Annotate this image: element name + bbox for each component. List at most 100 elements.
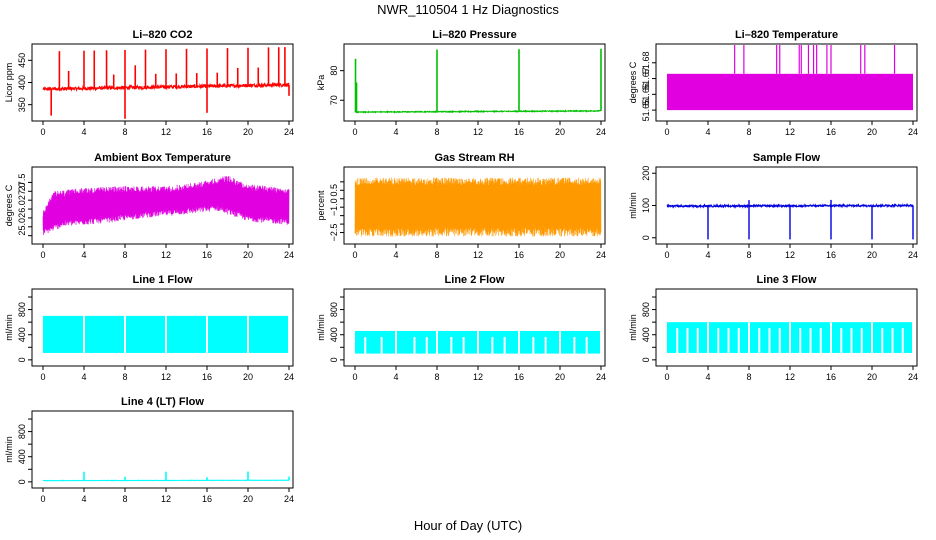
x-tick-label: 8 bbox=[434, 127, 439, 137]
series-gap bbox=[206, 315, 208, 353]
x-tick-label: 16 bbox=[202, 494, 212, 504]
series-gap bbox=[727, 328, 730, 353]
series-gap bbox=[573, 336, 576, 354]
y-axis-label: Licor ppm bbox=[4, 63, 14, 103]
series-gap bbox=[247, 315, 249, 353]
series-gap bbox=[891, 328, 894, 353]
chart-title: Line 1 Flow bbox=[133, 274, 193, 286]
series-gap bbox=[364, 336, 367, 354]
y-axis-label: degrees C bbox=[628, 61, 638, 103]
x-tick-label: 4 bbox=[393, 127, 398, 137]
y-tick-label: 51.68 bbox=[641, 52, 651, 75]
x-tick-label: 0 bbox=[40, 250, 45, 260]
x-tick-label: 8 bbox=[746, 127, 751, 137]
series-gap bbox=[696, 328, 699, 353]
x-tick-label: 16 bbox=[826, 250, 836, 260]
y-tick-label: 100 bbox=[641, 198, 651, 213]
y-tick-label: 0 bbox=[641, 235, 651, 240]
y-axis-label: ml/min bbox=[4, 314, 14, 341]
y-axis-label: ml/min bbox=[316, 314, 326, 341]
series-gap bbox=[840, 328, 843, 353]
x-tick-label: 24 bbox=[908, 250, 918, 260]
y-axis-label: degrees C bbox=[4, 184, 14, 226]
series-gap bbox=[809, 328, 812, 353]
x-tick-label: 8 bbox=[434, 372, 439, 382]
y-tick-label: 0 bbox=[17, 357, 27, 362]
x-tick-label: 20 bbox=[243, 372, 253, 382]
x-tick-label: 0 bbox=[352, 372, 357, 382]
x-tick-label: 24 bbox=[596, 127, 606, 137]
x-tick-label: 24 bbox=[284, 127, 294, 137]
x-tick-label: 24 bbox=[284, 372, 294, 382]
y-tick-label: 800 bbox=[17, 302, 27, 317]
series-gap bbox=[850, 328, 853, 353]
x-tick-label: 16 bbox=[514, 372, 524, 382]
x-tick-label: 12 bbox=[473, 127, 483, 137]
x-tick-label: 24 bbox=[284, 250, 294, 260]
series-gap bbox=[395, 330, 397, 354]
x-tick-label: 0 bbox=[664, 127, 669, 137]
x-tick-label: 0 bbox=[40, 127, 45, 137]
x-tick-label: 20 bbox=[243, 494, 253, 504]
x-tick-label: 24 bbox=[908, 372, 918, 382]
x-tick-label: 8 bbox=[122, 250, 127, 260]
series-gap bbox=[860, 328, 863, 353]
series-gap bbox=[737, 328, 740, 353]
y-tick-label: 27.5 bbox=[17, 174, 27, 192]
x-tick-label: 24 bbox=[908, 127, 918, 137]
chart-title: Gas Stream RH bbox=[434, 152, 514, 164]
series-line bbox=[42, 175, 290, 235]
y-tick-label: 27.0 bbox=[17, 183, 27, 201]
x-tick-label: 4 bbox=[393, 250, 398, 260]
series-gap bbox=[717, 328, 720, 353]
x-tick-label: 16 bbox=[514, 127, 524, 137]
x-tick-label: 4 bbox=[705, 250, 710, 260]
x-tick-label: 12 bbox=[785, 127, 795, 137]
chart-panel-5: Gas Stream RH 0 4 8 12 16 20 24 −2.5 −1.00.5perce… bbox=[316, 152, 606, 260]
series-gap bbox=[830, 322, 832, 353]
x-tick-label: 12 bbox=[161, 372, 171, 382]
series-gap bbox=[585, 336, 588, 354]
y-tick-label: 800 bbox=[641, 302, 651, 317]
y-axis-label: ml/min bbox=[4, 436, 14, 463]
x-tick-label: 12 bbox=[785, 372, 795, 382]
y-tick-label: 400 bbox=[329, 327, 339, 342]
y-tick-label: −1.0 bbox=[329, 198, 339, 216]
series-gap bbox=[789, 322, 791, 353]
chart-title: Li–820 Temperature bbox=[735, 29, 838, 41]
series-gap bbox=[450, 336, 453, 354]
y-tick-label: 51.67 bbox=[641, 67, 651, 90]
series-gap bbox=[676, 328, 679, 353]
x-tick-label: 16 bbox=[514, 250, 524, 260]
x-tick-label: 16 bbox=[202, 372, 212, 382]
x-tick-label: 4 bbox=[705, 372, 710, 382]
y-tick-label: 400 bbox=[17, 449, 27, 464]
y-tick-label: 400 bbox=[17, 327, 27, 342]
x-tick-label: 16 bbox=[826, 372, 836, 382]
plot-frame bbox=[343, 166, 606, 245]
plot-frame bbox=[655, 288, 918, 367]
plot-frame bbox=[343, 43, 606, 122]
series-gap bbox=[462, 336, 465, 354]
x-tick-label: 0 bbox=[664, 372, 669, 382]
y-tick-label: 80 bbox=[329, 66, 339, 76]
figure-title: NWR_110504 1 Hz Diagnostics bbox=[377, 2, 559, 17]
x-tick-label: 4 bbox=[81, 127, 86, 137]
chart-title: Li–820 Pressure bbox=[432, 29, 516, 41]
x-tick-label: 20 bbox=[867, 250, 877, 260]
y-axis-label: ml/min bbox=[628, 192, 638, 219]
plot-frame bbox=[31, 166, 294, 245]
x-tick-label: 20 bbox=[867, 127, 877, 137]
series-gap bbox=[758, 328, 761, 353]
series-gap bbox=[768, 328, 771, 353]
series-gap bbox=[559, 330, 561, 354]
series-gap bbox=[83, 315, 85, 353]
x-tick-label: 12 bbox=[473, 250, 483, 260]
plot-frame bbox=[343, 288, 606, 367]
series-gap bbox=[491, 336, 494, 354]
chart-panel-4: Ambient Box Temperature 0 4 8 12 16 20 24 25.026… bbox=[4, 152, 294, 260]
